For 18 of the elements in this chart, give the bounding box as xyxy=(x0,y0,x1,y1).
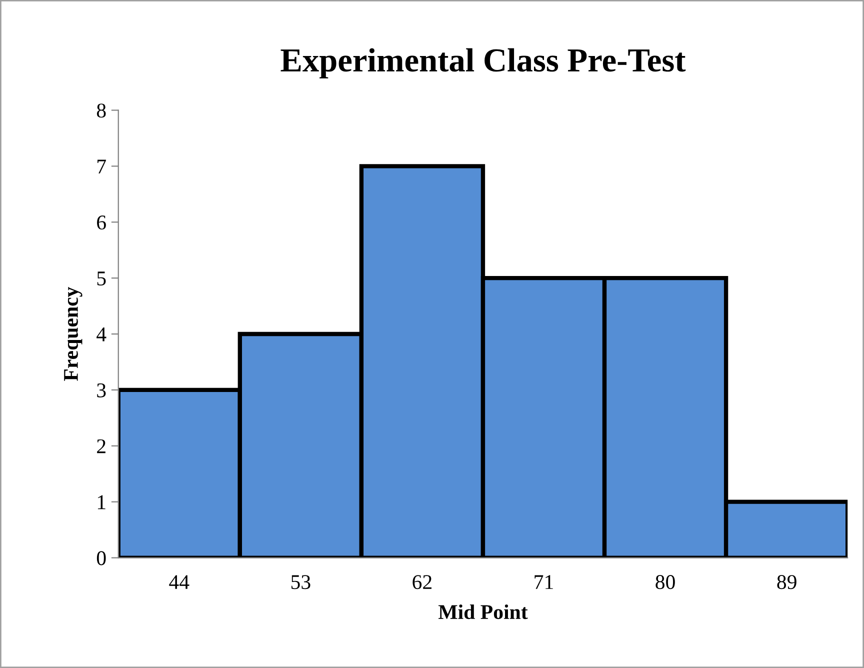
x-tick-label: 89 xyxy=(777,575,796,590)
x-tick-label: 80 xyxy=(656,575,675,590)
x-tick-label: 62 xyxy=(412,575,432,590)
x-tick-label: 71 xyxy=(534,575,553,589)
chart-title: Experimental Class Pre-Test xyxy=(280,48,686,78)
x-axis-title: Mid Point xyxy=(438,604,528,620)
x-tick-label: 53 xyxy=(291,575,310,590)
y-tick-label: 2 xyxy=(97,439,106,454)
y-tick-label: 4 xyxy=(96,328,106,342)
y-axis-title: Frequency xyxy=(64,286,82,381)
y-tick-label: 8 xyxy=(96,104,106,118)
y-tick-label: 6 xyxy=(97,216,106,230)
y-tick-label: 7 xyxy=(98,160,106,174)
x-tick-label: 44 xyxy=(169,575,190,589)
y-tick-label: 3 xyxy=(97,383,106,398)
y-tick-label: 5 xyxy=(97,272,106,286)
y-tick-label: 0 xyxy=(96,551,106,566)
y-tick-label: 1 xyxy=(98,495,106,510)
